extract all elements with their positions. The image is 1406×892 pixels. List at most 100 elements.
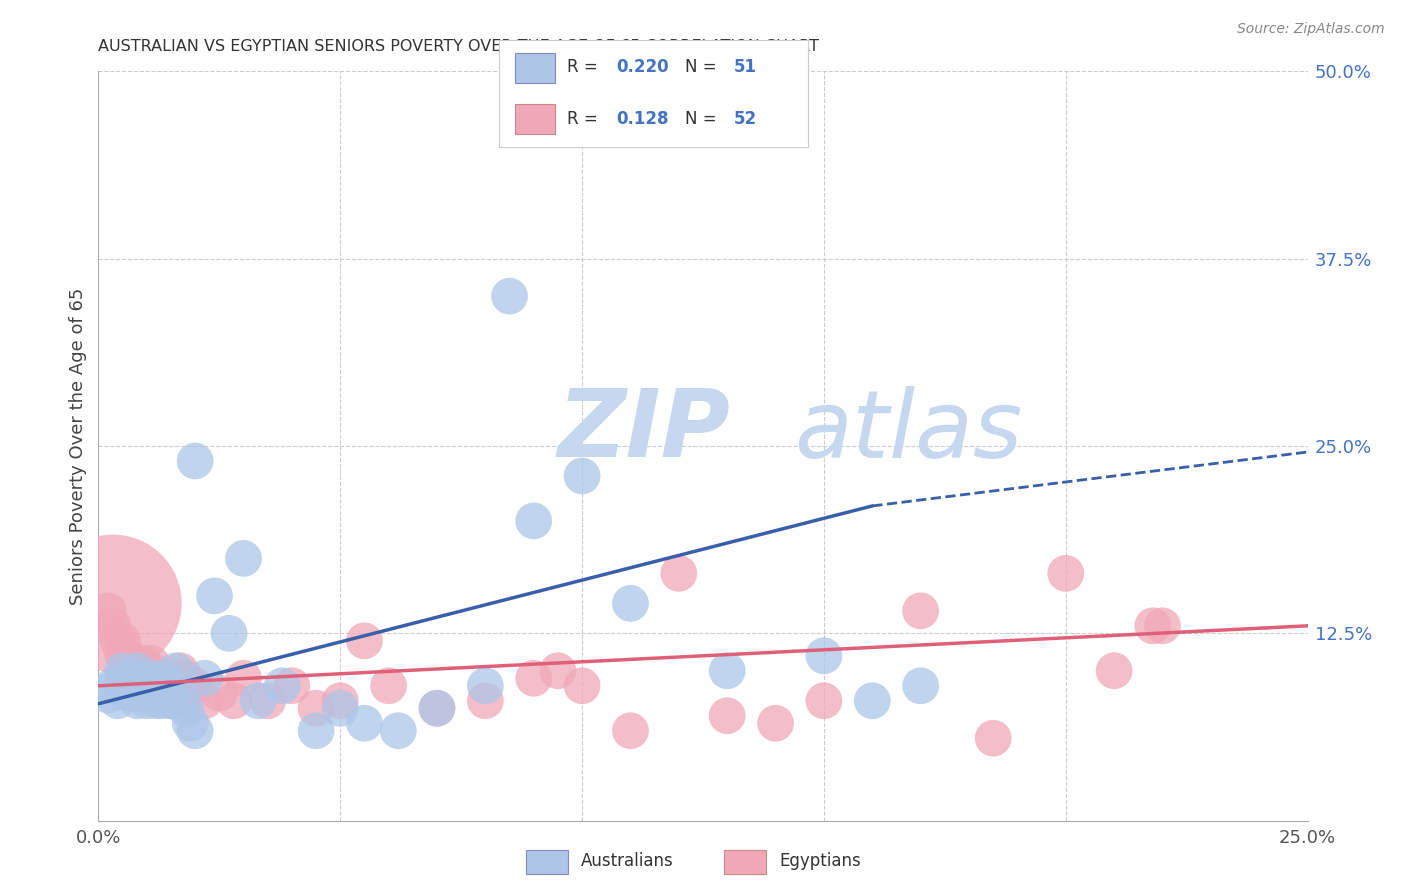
Point (474, 679, 496, 693)
Point (281, 679, 304, 693)
Point (184, 454, 207, 468)
Text: AUSTRALIAN VS EGYPTIAN SENIORS POVERTY OVER THE AGE OF 65 CORRELATION CHART: AUSTRALIAN VS EGYPTIAN SENIORS POVERTY O… (98, 38, 820, 54)
Point (117, 648, 139, 663)
Point (305, 723, 328, 738)
Point (97, 686, 120, 700)
Point (1054, 566, 1077, 581)
Point (150, 671, 173, 685)
Point (668, 566, 690, 581)
Point (155, 686, 177, 700)
Point (1152, 619, 1174, 633)
Text: Egyptians: Egyptians (779, 852, 860, 870)
Point (155, 671, 177, 685)
Point (353, 633, 375, 648)
Point (101, 596, 124, 610)
Point (387, 723, 409, 738)
Text: 52: 52 (734, 111, 758, 128)
FancyBboxPatch shape (515, 53, 555, 83)
Point (121, 686, 143, 700)
Point (271, 679, 294, 693)
Point (150, 686, 173, 700)
Point (353, 716, 375, 731)
Point (222, 694, 245, 708)
Point (619, 596, 641, 610)
Point (117, 664, 139, 678)
Point (127, 664, 149, 678)
Point (377, 679, 399, 693)
Point (426, 701, 449, 715)
Point (329, 694, 352, 708)
Text: R =: R = (567, 59, 603, 77)
Point (194, 671, 217, 685)
Text: Source: ZipAtlas.com: Source: ZipAtlas.com (1237, 22, 1385, 37)
Text: N =: N = (685, 111, 721, 128)
FancyBboxPatch shape (724, 849, 766, 874)
Point (145, 679, 167, 693)
Point (131, 671, 153, 685)
Text: N =: N = (685, 59, 721, 77)
Point (111, 633, 134, 648)
Point (523, 514, 546, 528)
Point (218, 626, 240, 640)
Point (135, 664, 157, 678)
Point (165, 671, 187, 685)
Point (247, 694, 270, 708)
Point (155, 686, 177, 700)
Point (184, 679, 207, 693)
Point (131, 671, 153, 685)
Point (160, 694, 183, 708)
Point (305, 701, 328, 715)
Point (165, 664, 187, 678)
Point (194, 694, 217, 708)
Text: Australians: Australians (581, 852, 673, 870)
Point (716, 708, 738, 723)
Point (619, 723, 641, 738)
Point (179, 679, 201, 693)
Point (141, 657, 163, 671)
Point (101, 619, 124, 633)
Point (111, 664, 134, 678)
Point (111, 648, 134, 663)
Text: atlas: atlas (793, 385, 1022, 476)
Point (329, 701, 352, 715)
Point (131, 657, 153, 671)
Point (145, 694, 167, 708)
Point (111, 671, 134, 685)
Point (135, 671, 157, 685)
Point (107, 633, 129, 648)
Point (127, 664, 149, 678)
Point (141, 671, 163, 685)
Y-axis label: Seniors Poverty Over the Age of 65: Seniors Poverty Over the Age of 65 (69, 287, 87, 605)
FancyBboxPatch shape (515, 104, 555, 135)
Point (474, 694, 496, 708)
Text: R =: R = (567, 111, 603, 128)
Point (101, 679, 124, 693)
Point (547, 664, 569, 678)
Point (145, 679, 167, 693)
Point (523, 671, 546, 685)
Point (184, 723, 207, 738)
Point (179, 716, 201, 731)
Point (910, 604, 932, 618)
Point (160, 679, 183, 693)
Point (813, 648, 835, 663)
Point (232, 671, 254, 685)
Point (1102, 664, 1125, 678)
Point (232, 551, 254, 566)
Point (765, 716, 787, 731)
Point (127, 694, 149, 708)
Point (169, 694, 191, 708)
Text: ZIP: ZIP (558, 385, 731, 477)
Point (135, 679, 157, 693)
Point (131, 686, 153, 700)
Point (981, 731, 1004, 746)
Text: 0.220: 0.220 (617, 59, 669, 77)
Point (208, 686, 231, 700)
Point (141, 686, 163, 700)
Point (121, 671, 143, 685)
Point (174, 671, 197, 685)
Point (127, 657, 149, 671)
Point (813, 694, 835, 708)
Point (160, 694, 183, 708)
Point (204, 589, 226, 603)
